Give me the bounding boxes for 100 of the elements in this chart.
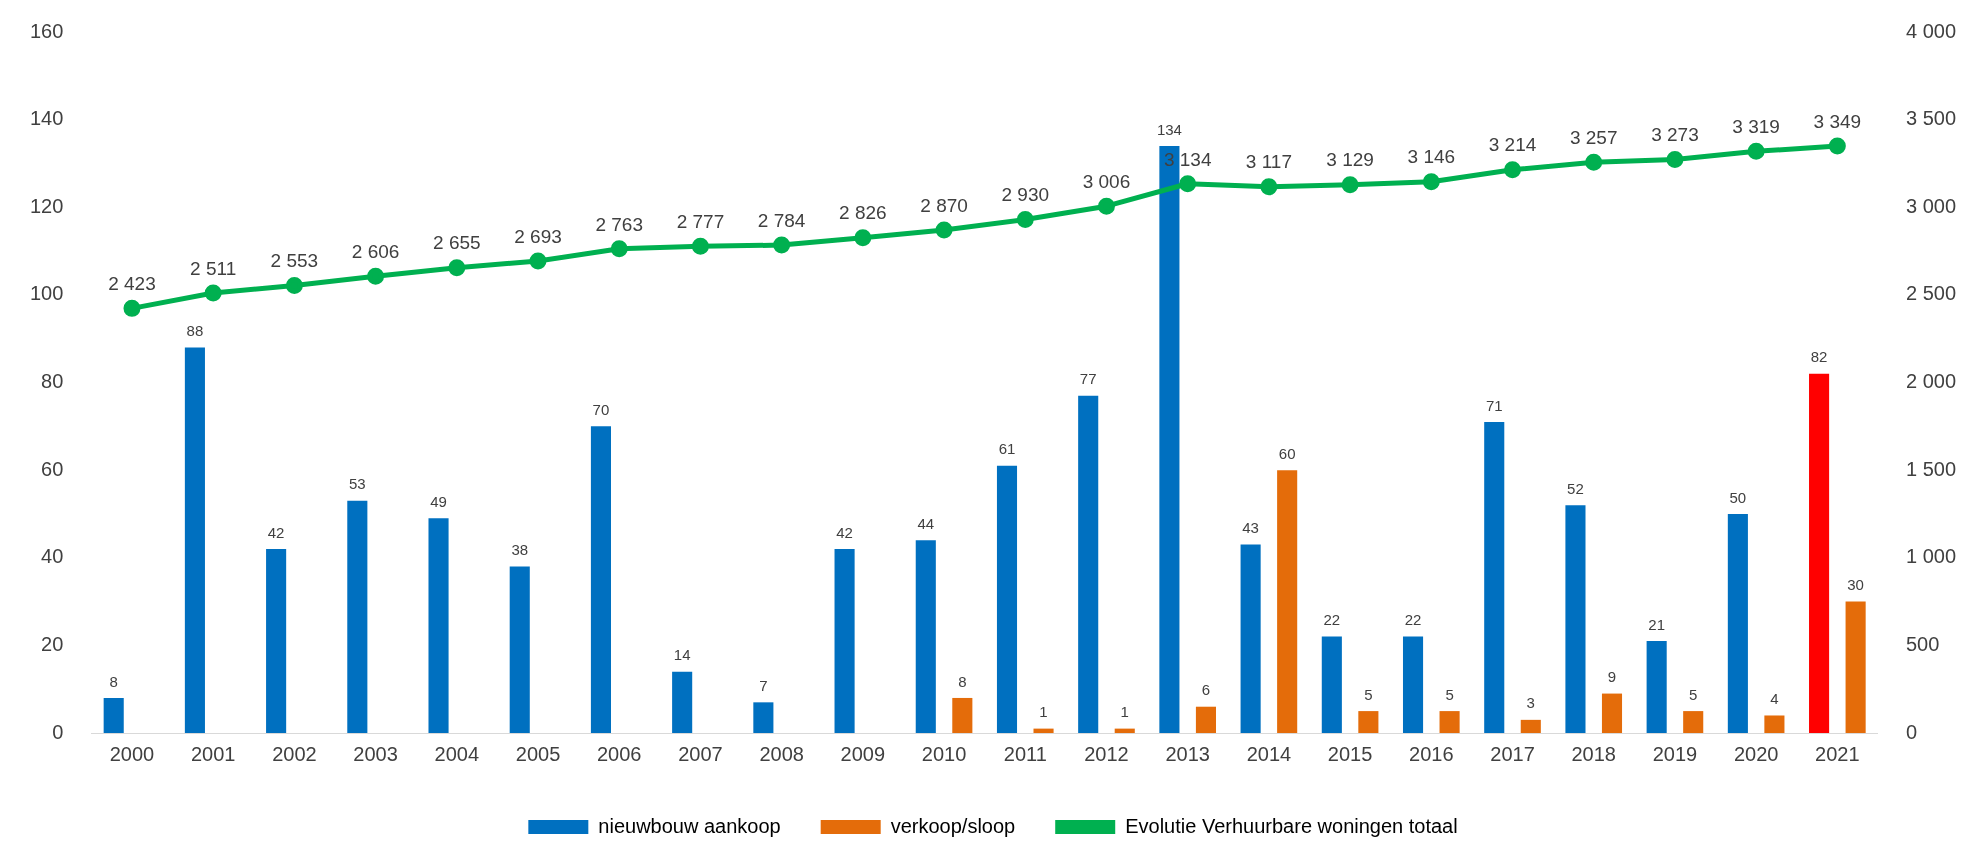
data-label: 2 930 [1001,184,1050,206]
data-label: 3 129 [1326,149,1374,171]
data-label: 3 117 [1245,151,1292,173]
legend-label: verkoop/sloop [890,814,1016,837]
x-tick-label: 2010 [921,742,967,765]
y2-tick-label: 1 000 [1905,545,1957,568]
bar [672,671,693,733]
point [367,267,385,285]
point [204,284,222,302]
data-label: 8 [958,672,967,690]
bar [266,548,287,733]
point [1260,178,1278,196]
bar [1439,711,1460,733]
data-label: 30 [1847,576,1864,594]
data-label: 3 [1526,694,1535,712]
data-label: 43 [1242,519,1259,537]
x-tick-label: 2018 [1571,742,1616,765]
bar [1565,505,1586,733]
bar [1078,395,1099,733]
point [691,237,709,255]
x-tick-label: 2009 [840,742,886,765]
bar [428,518,449,733]
data-label: 21 [1648,615,1665,633]
bar [184,347,205,733]
point [1097,197,1115,215]
y2-tick-label: 0 [1905,720,1918,743]
data-label: 22 [1404,611,1422,629]
y2-tick-label: 4 000 [1905,19,1957,42]
x-tick-label: 2021 [1815,742,1860,765]
bar [915,540,936,733]
data-label: 7 [759,676,768,694]
data-label: 3 319 [1732,116,1780,138]
data-label: 3 257 [1569,126,1618,148]
point [1585,153,1603,171]
bar [1277,470,1298,733]
bar [1033,728,1054,733]
data-label: 2 606 [351,241,400,263]
point [1504,161,1522,179]
x-tick-label: 2017 [1490,742,1535,765]
x-tick-label: 2006 [596,742,642,765]
point [1666,150,1684,168]
bar [1484,421,1505,733]
bar [1809,373,1830,733]
data-label: 5 [1689,685,1698,703]
bar [1159,145,1180,733]
data-label: 3 273 [1651,124,1699,146]
data-label: 2 693 [514,225,562,247]
point [1747,142,1765,160]
x-tick-label: 2004 [434,742,480,765]
data-label: 2 553 [270,250,319,272]
bar [1321,636,1342,733]
data-label: 2 511 [190,257,237,279]
y2-tick-label: 1 500 [1905,457,1957,480]
y2-tick-label: 3 000 [1905,194,1957,217]
data-label: 82 [1810,348,1828,366]
data-label: 4 [1770,690,1779,708]
x-tick-label: 2014 [1246,742,1292,765]
bar [1764,715,1785,733]
data-label: 5 [1445,685,1454,703]
data-label: 2 826 [839,202,887,224]
point [1016,211,1034,229]
data-label: 77 [1079,370,1097,388]
bar [834,548,855,733]
data-label: 50 [1729,488,1747,506]
x-tick-label: 2019 [1652,742,1698,765]
data-label: 6 [1201,681,1211,699]
data-label: 70 [592,400,610,418]
y-tick-label: 0 [52,720,64,743]
point [1341,176,1359,194]
y2-tick-label: 3 500 [1905,107,1957,130]
bar [753,702,774,733]
point [448,259,466,277]
y2-tick-label: 2 000 [1905,370,1957,393]
bar [1683,711,1704,733]
x-tick-label: 2003 [353,742,398,765]
data-label: 88 [186,322,204,340]
x-tick-label: 2015 [1327,742,1373,765]
data-label: 2 777 [676,211,725,233]
data-label: 1 [1120,703,1129,721]
y-tick-label: 100 [29,282,64,305]
data-label: 2 763 [595,213,643,235]
legend-label: nieuwbouw aankoop [598,814,781,837]
data-label: 42 [267,523,285,541]
x-tick-label: 2020 [1733,742,1779,765]
x-tick-label: 2012 [1084,742,1129,765]
bar [103,697,124,733]
x-tick-label: 2007 [678,742,723,765]
bar [1402,636,1424,733]
data-label: 2 870 [920,194,968,216]
data-label: 8 [109,672,118,690]
data-label: 38 [511,541,529,559]
data-label: 53 [348,475,366,493]
y-tick-label: 40 [41,545,64,568]
data-label: 2 655 [433,232,481,254]
bar [1845,601,1866,733]
data-label: 1 [1039,703,1048,721]
data-label: 3 214 [1488,134,1537,156]
data-label: 3 349 [1813,110,1862,132]
data-label: 9 [1607,668,1617,686]
x-tick-label: 2013 [1165,742,1210,765]
